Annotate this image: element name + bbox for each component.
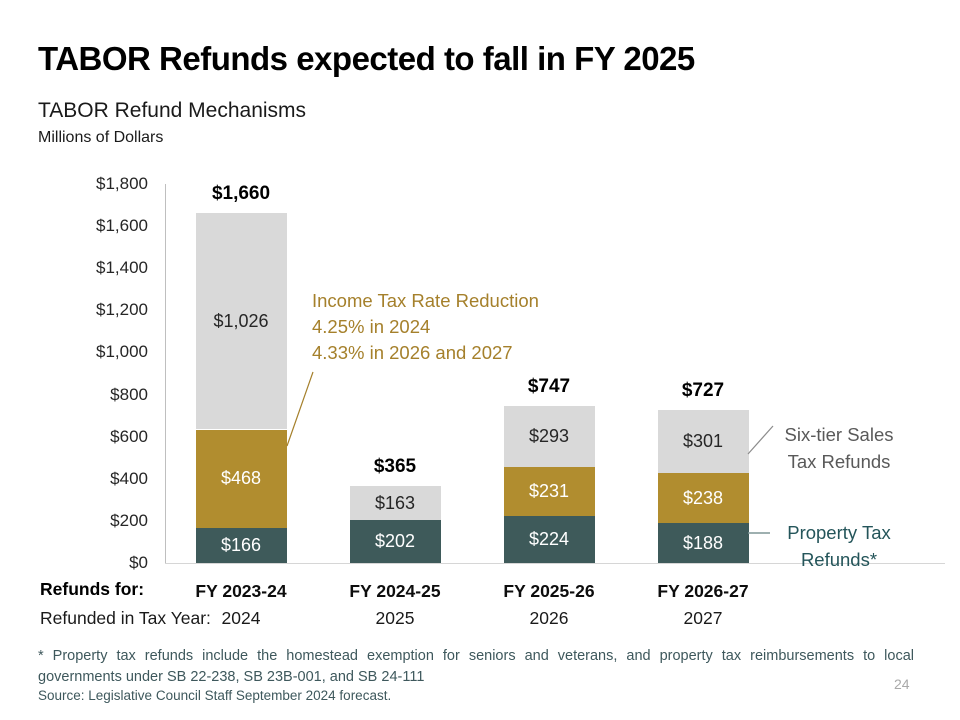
footnote: * Property tax refunds include the homes…: [38, 648, 914, 685]
bar-segment-value-label: $202: [374, 531, 416, 552]
bar-segment-income-tax-rate-reduction-fy-2026-27: $238: [657, 473, 749, 524]
sales-tax-annotation-line: Six-tier Sales: [784, 424, 894, 445]
tax-year-label: 2025: [375, 608, 415, 628]
slide-title: TABOR Refunds expected to fall in FY 202…: [38, 40, 695, 77]
bar-segment-value-label: $231: [528, 481, 570, 501]
sales-tax-annotation-line: Tax Refunds: [787, 451, 891, 472]
bar-total-label: $727: [681, 379, 725, 401]
bar-segment-value-label: $188: [682, 532, 724, 553]
bar-segment-value-label: $224: [528, 528, 570, 549]
income-tax-annotation-line: 4.33% in 2026 and 2027: [312, 342, 513, 363]
property-tax-annotation-line: Property Tax: [787, 522, 891, 543]
tax-year-label: 2027: [683, 608, 723, 628]
y-axis-tick-label: $1,800: [96, 174, 148, 193]
bar-segment-value-label: $1,026: [213, 310, 269, 331]
property-tax-annotation: Property Tax Refunds*: [768, 519, 910, 573]
y-axis-tick-label: $1,000: [96, 342, 148, 362]
income-tax-annotation-line: Income Tax Rate Reduction: [312, 290, 539, 311]
y-axis-tick-label: $1,200: [96, 300, 148, 320]
bar-total-label: $1,660: [211, 183, 271, 205]
x-axis-category-label: FY 2026-27: [657, 581, 749, 601]
bar-segment-value-label: $293: [528, 425, 570, 446]
bar-segment-value-label: $166: [220, 535, 262, 556]
income-annotation-leader-line: [286, 371, 314, 447]
bar-segment-property-tax-refunds-fy-2023-24: $166: [195, 528, 287, 563]
bar-segment-property-tax-refunds-fy-2026-27: $188: [657, 523, 749, 563]
source-attribution: Source: Legislative Council Staff Septem…: [38, 688, 392, 703]
y-axis-tick-label: $200: [110, 510, 148, 530]
bar-segment-value-label: $468: [220, 468, 262, 489]
bar-segment-property-tax-refunds-fy-2025-26: $224: [503, 515, 595, 563]
chart-units-label: Millions of Dollars: [38, 129, 164, 146]
bar-segment-value-label: $163: [374, 492, 416, 513]
income-tax-annotation-line: 4.25% in 2024: [312, 316, 431, 337]
bar-total-label: $365: [373, 456, 417, 478]
y-axis-tick-label: $600: [110, 426, 148, 446]
x-axis-category-label: FY 2023-24: [195, 581, 287, 601]
bar-segment-six-tier-sales-tax-refunds-fy-2024-25: $163: [349, 486, 441, 521]
property-tax-annotation-line: Refunds*: [800, 549, 878, 570]
y-axis-tick-label: $1,600: [96, 216, 148, 236]
page-number: 24: [894, 676, 910, 692]
chart-title: TABOR Refund Mechanisms: [38, 99, 307, 122]
bar-segment-income-tax-rate-reduction-fy-2023-24: $468: [195, 429, 287, 529]
bar-segment-property-tax-refunds-fy-2024-25: $202: [349, 520, 441, 563]
x-axis-category-label: FY 2025-26: [503, 581, 595, 601]
bar-segment-six-tier-sales-tax-refunds-fy-2026-27: $301: [657, 409, 749, 474]
y-axis-tick-label: $400: [110, 468, 148, 488]
tax-year-label: 2024: [221, 608, 261, 628]
x-axis-category-label: FY 2024-25: [349, 581, 441, 601]
x-axis-baseline: [165, 563, 945, 564]
tax-year-label: 2026: [529, 608, 569, 628]
y-axis-line: [165, 184, 166, 563]
sales-tax-annotation: Six-tier Sales Tax Refunds: [770, 421, 908, 475]
bar-segment-six-tier-sales-tax-refunds-fy-2023-24: $1,026: [195, 213, 287, 430]
income-tax-annotation: Income Tax Rate Reduction 4.25% in 2024 …: [312, 288, 539, 366]
refunds-for-label: Refunds for:: [40, 579, 145, 599]
refunded-in-tax-year-label: Refunded in Tax Year:: [40, 608, 211, 628]
bar-segment-value-label: $301: [682, 431, 724, 452]
bar-total-label: $747: [527, 375, 571, 397]
bar-segment-income-tax-rate-reduction-fy-2025-26: $231: [503, 467, 595, 516]
y-axis-tick-label: $800: [110, 384, 148, 404]
y-axis-tick-label: $0: [129, 553, 148, 572]
y-axis-tick-label: $1,400: [96, 258, 148, 278]
bar-segment-value-label: $238: [682, 487, 724, 508]
bar-segment-six-tier-sales-tax-refunds-fy-2025-26: $293: [503, 405, 595, 468]
